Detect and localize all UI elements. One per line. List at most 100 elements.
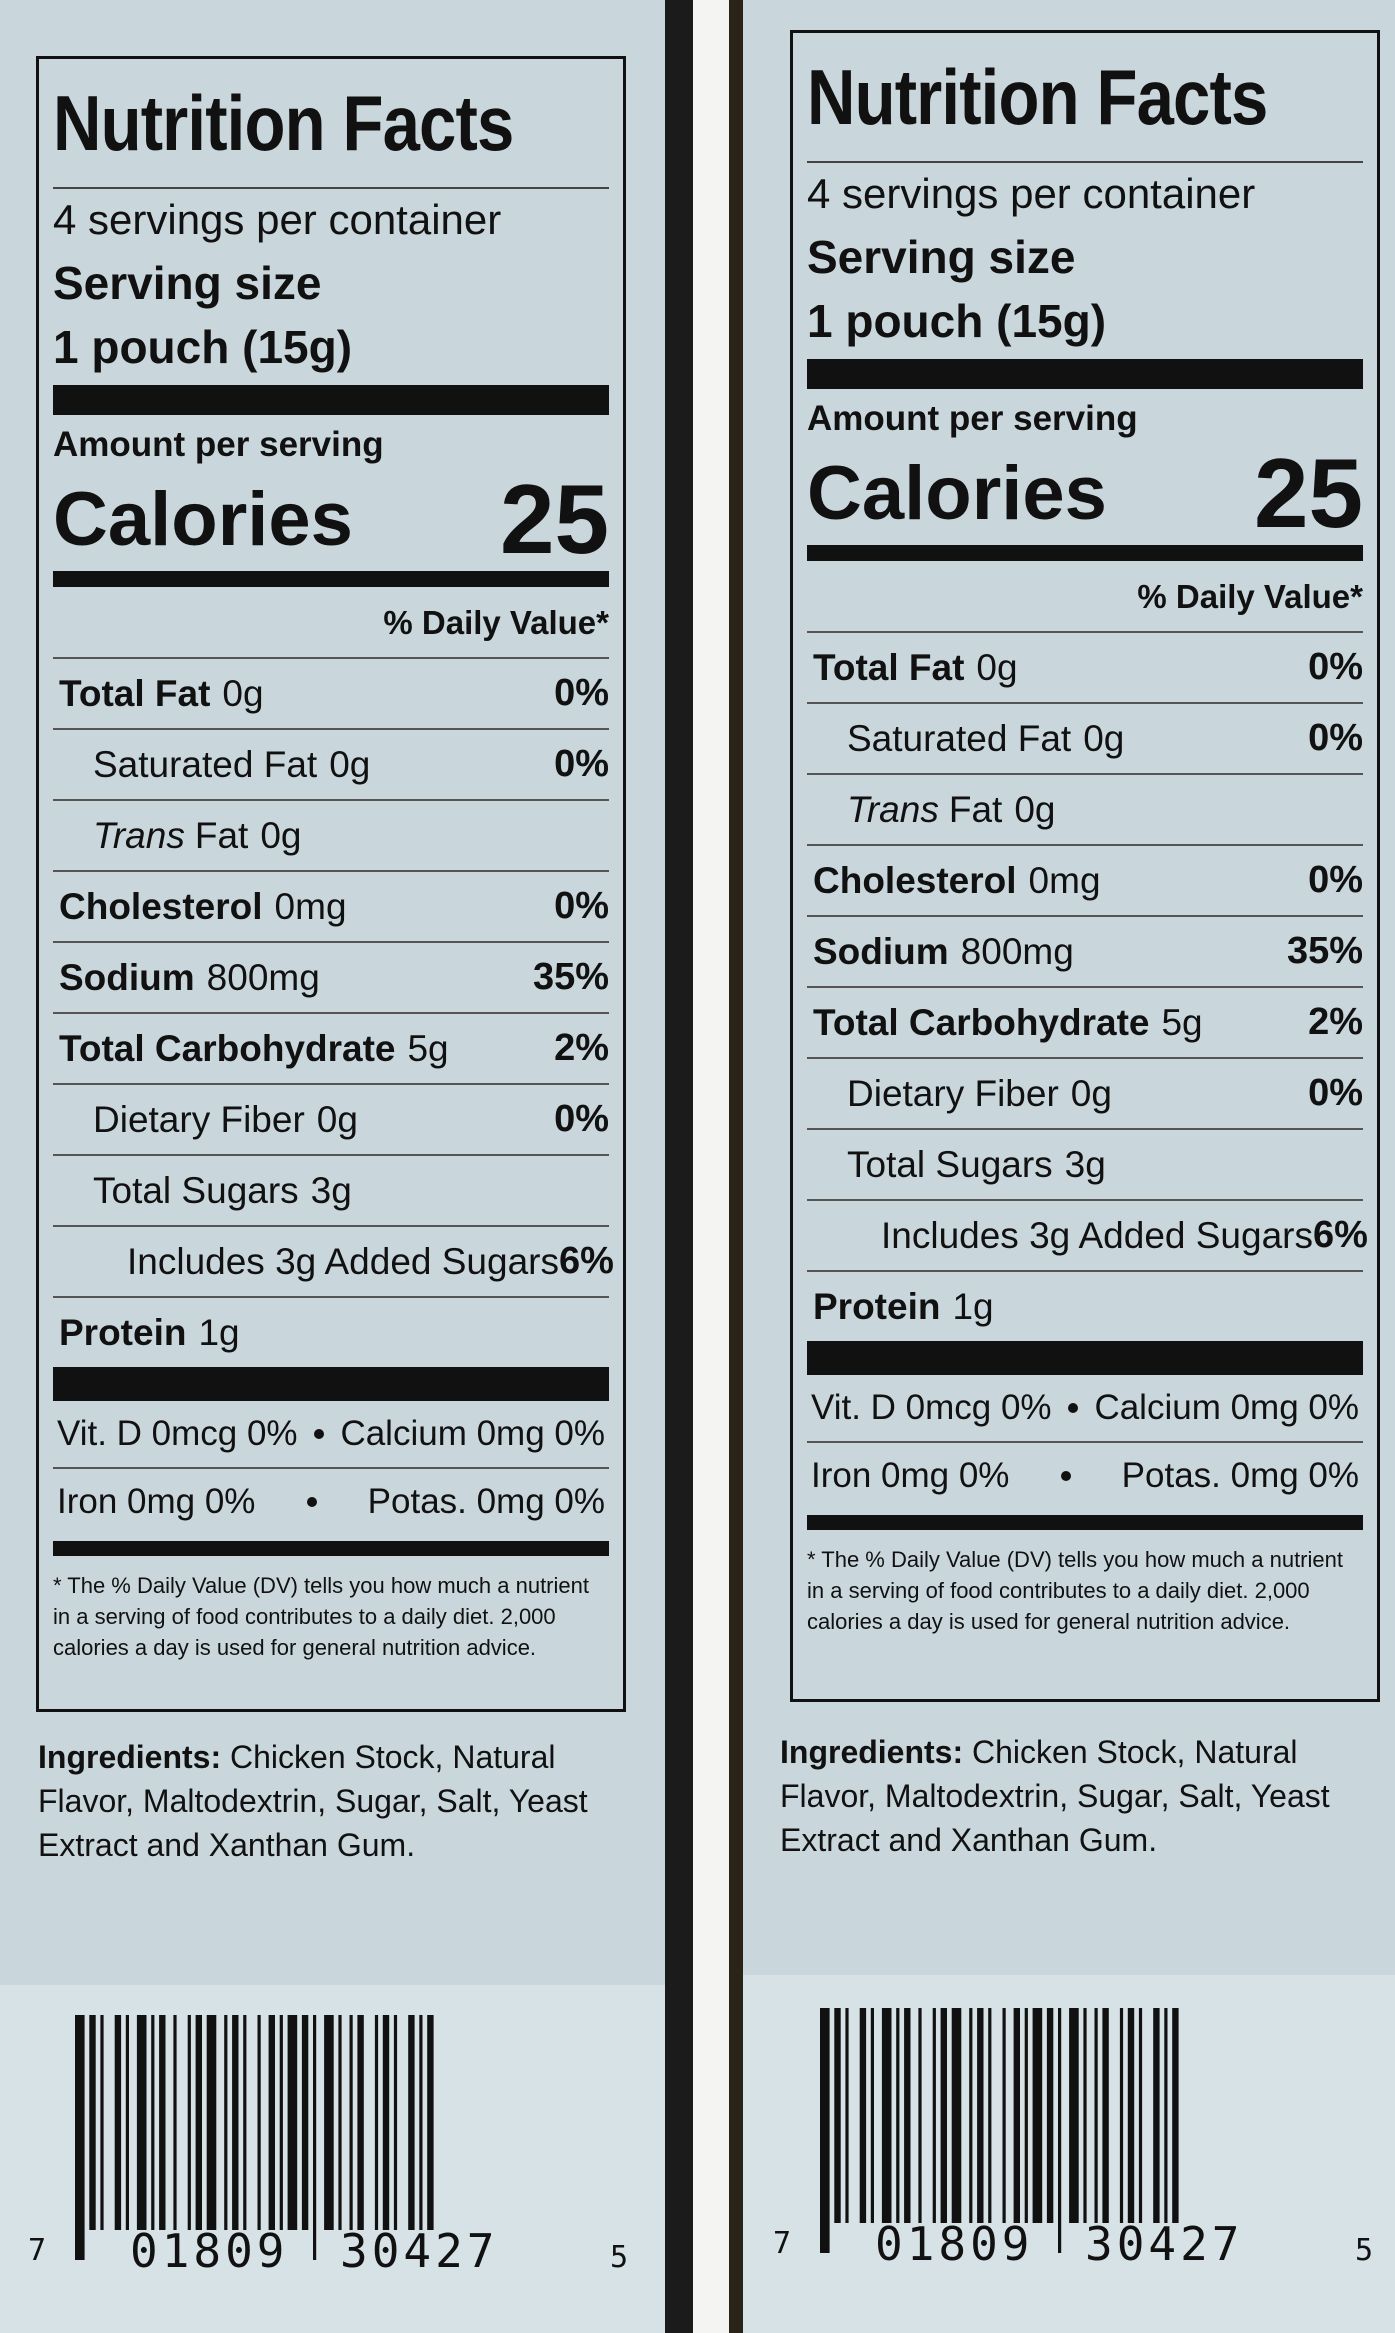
nutrient-dv: 0% (1308, 717, 1363, 759)
nutrient-dv: 0% (1308, 859, 1363, 901)
servings: 4 servings per container (807, 170, 1256, 217)
gap (693, 0, 729, 2333)
barcode-bar (896, 2008, 900, 2223)
nutrient-amount: 0g (222, 672, 264, 714)
footnote: * The % Daily Value (DV) tells you how m… (807, 1547, 1343, 1634)
nutrient-amount: 800mg (206, 956, 320, 998)
title: Nutrition Facts (53, 79, 514, 167)
nutrient-name: Fat (948, 788, 1003, 830)
vitamin-row: Iron 0mg 0% Potas. 0mg 0% (53, 1467, 609, 1535)
nutrient-dv: 6% (559, 1240, 614, 1282)
bar (53, 1541, 609, 1556)
barcode-bar (279, 2015, 283, 2230)
calories-value: 25 (1253, 437, 1363, 548)
bar (53, 571, 609, 587)
barcode-bar (382, 2015, 390, 2230)
nutrient-name: Dietary Fiber (93, 1098, 305, 1140)
nutrient-amount: 0g (1014, 788, 1056, 830)
vitamin: Calcium 0mg 0% (1094, 1388, 1359, 1427)
barcode-bar (1032, 2008, 1043, 2223)
nutrient-amount: 0g (1070, 1072, 1112, 1114)
barcode-bar (1172, 2008, 1179, 2223)
barcode-bar (324, 2015, 334, 2230)
barcode-area (743, 1975, 1395, 2333)
barcode-bar (408, 2015, 415, 2230)
nutrient-row: Includes 3g Added Sugars 6% (53, 1225, 614, 1296)
nutrient-row: Total Fat 0g 0% (807, 631, 1363, 702)
nutrient-prefix: Trans (93, 814, 185, 856)
nutrient-name: Sodium (813, 930, 949, 972)
nutrient-dv: 0% (554, 885, 609, 927)
vitamin-row: Vit. D 0mcg 0% Calcium 0mg 0% (53, 1401, 609, 1467)
bar (807, 545, 1363, 561)
barcode-bar (100, 2015, 104, 2230)
barcode-bar (419, 2015, 423, 2230)
barcode-bar (1119, 2008, 1124, 2223)
barcode-bar (427, 2015, 434, 2230)
barcode-bar (136, 2015, 147, 2230)
nutrient-amount: 0g (316, 1098, 358, 1140)
barcode-bar (114, 2015, 122, 2230)
daily-value-header: % Daily Value* (383, 604, 609, 641)
nutrient-amount: 0g (1083, 717, 1125, 759)
barcode-bar (1058, 2008, 1062, 2253)
barcode-bar (834, 2008, 841, 2223)
calories-label: Calories (807, 450, 1107, 536)
barcode-digit: 5 (610, 2240, 628, 2275)
nutrient-row: Dietary Fiber 0g 0% (53, 1083, 609, 1154)
barcode-bar (125, 2015, 129, 2230)
bullet (306, 1497, 317, 1507)
nutrient-amount: 5g (1161, 1001, 1203, 1043)
nutrient-name: Total Fat (813, 646, 965, 688)
barcode-bar (1083, 2008, 1087, 2223)
vitamin: Iron 0mg 0% (811, 1456, 1010, 1495)
barcode-digit: 30427 (1085, 2217, 1243, 2271)
thick-bar (807, 1341, 1363, 1375)
footnote: * The % Daily Value (DV) tells you how m… (53, 1573, 589, 1660)
barcode-bar (374, 2015, 379, 2230)
vitamin: Calcium 0mg 0% (340, 1414, 605, 1453)
nutrient-dv: 0% (554, 743, 609, 785)
nutrient-row: Cholesterol 0mg 0% (807, 844, 1363, 915)
vitamin: Vit. D 0mcg 0% (57, 1414, 298, 1453)
nutrient-name: Cholesterol (59, 885, 263, 927)
barcode-bar (1046, 2008, 1054, 2223)
nutrient-dv: 0% (1308, 646, 1363, 688)
daily-value-header: % Daily Value* (1137, 578, 1363, 615)
barcode-bar (257, 2015, 261, 2230)
nutrient-row: Total Carbohydrate 5g 2% (53, 1012, 609, 1083)
nutrient-name: Saturated Fat (93, 743, 318, 785)
barcode-bar (859, 2008, 867, 2223)
barcode-bar (301, 2015, 309, 2230)
bullet (314, 1429, 324, 1439)
nutrient-amount: 800mg (960, 930, 1074, 972)
nutrient-row: Protein 1g (807, 1270, 1363, 1341)
barcode-bar (232, 2015, 239, 2230)
barcode-bar (224, 2015, 228, 2230)
nutrient-name: Includes 3g Added Sugars (127, 1240, 559, 1282)
barcode-bar (349, 2015, 353, 2230)
barcode-bar (151, 2015, 155, 2230)
nutrient-amount: 0g (976, 646, 1018, 688)
nutrient-name: Total Carbohydrate (813, 1001, 1150, 1043)
servings: 4 servings per container (53, 196, 502, 243)
nutrient-row: Saturated Fat 0g 0% (53, 728, 609, 799)
vitamin-row: Iron 0mg 0% Potas. 0mg 0% (807, 1441, 1363, 1509)
barcode-digit: 5 (1355, 2233, 1373, 2268)
barcode-bar (969, 2008, 973, 2223)
barcode-bar (1094, 2008, 1098, 2223)
nutrient-row: Saturated Fat 0g 0% (807, 702, 1363, 773)
calories-label: Calories (53, 476, 353, 562)
ingredients: Ingredients: Chicken Stock, Natural Flav… (780, 1730, 1370, 1862)
nutrition-facts-panel: Nutrition Facts 4 servings per container S… (790, 30, 1380, 1702)
barcode-bar (1013, 2008, 1020, 2223)
barcode-digit: 7 (773, 2226, 791, 2261)
nutrient-row: Sodium 800mg 35% (53, 941, 609, 1012)
nutrient-name: Total Fat (59, 672, 211, 714)
ingredients-text: Chicken Stock, Natural Flavor, Maltodext… (780, 1734, 1330, 1858)
barcode-bar (1127, 2008, 1135, 2223)
nutrient-name: Protein (59, 1311, 187, 1353)
barcode-bar (195, 2015, 202, 2230)
barcode-bar (918, 2008, 922, 2223)
